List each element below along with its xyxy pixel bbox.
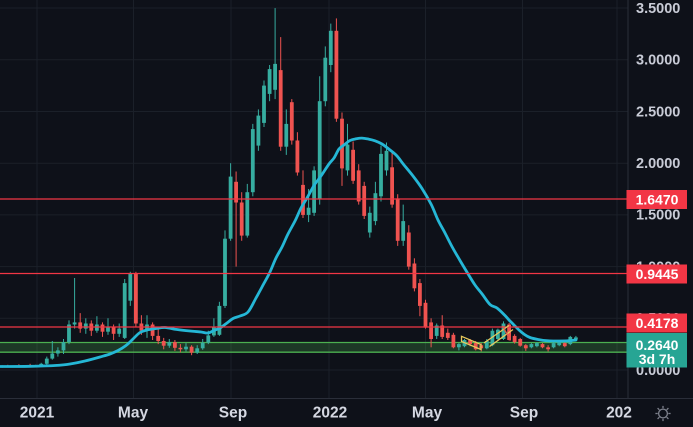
svg-text:2022: 2022	[313, 405, 347, 422]
svg-text:May: May	[412, 405, 443, 422]
svg-text:1.5000: 1.5000	[636, 208, 680, 224]
svg-text:1.6470: 1.6470	[636, 191, 679, 207]
svg-text:2.5000: 2.5000	[636, 104, 680, 120]
svg-text:2.0000: 2.0000	[636, 156, 680, 172]
svg-text:0.2640: 0.2640	[636, 337, 679, 353]
svg-text:3d 7h: 3d 7h	[639, 351, 676, 367]
svg-text:Sep: Sep	[219, 405, 247, 422]
svg-text:0.9445: 0.9445	[636, 266, 679, 282]
svg-text:0.4178: 0.4178	[636, 315, 679, 331]
svg-text:May: May	[118, 405, 149, 422]
svg-text:Sep: Sep	[510, 405, 538, 422]
svg-text:3.5000: 3.5000	[636, 1, 680, 17]
svg-text:202: 202	[606, 405, 632, 422]
svg-text:3.0000: 3.0000	[636, 53, 680, 69]
svg-text:2021: 2021	[20, 405, 55, 422]
